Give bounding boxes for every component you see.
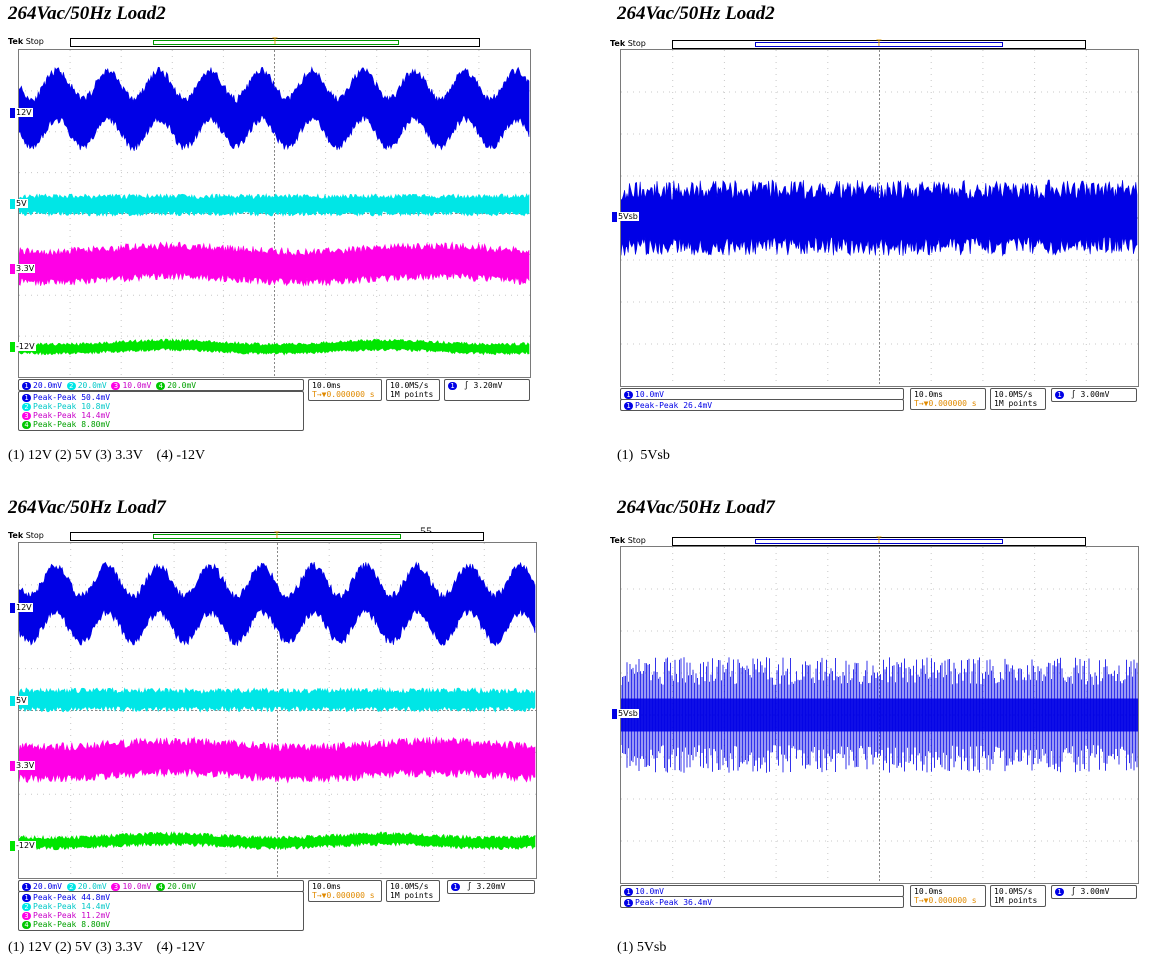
- trigger-readout: 1 ∫ 3.20mV: [447, 880, 535, 894]
- channel-4-marker: -12V: [10, 342, 36, 352]
- channel-4-marker: -12V: [10, 841, 36, 851]
- acquisition-state: Stop: [25, 37, 44, 46]
- trigger-readout: 1 ∫ 3.00mV: [1051, 388, 1137, 402]
- channel-1-trace: [621, 179, 1138, 257]
- rising-edge-icon: ∫: [1070, 390, 1076, 399]
- waveform-graticule: [620, 546, 1139, 884]
- rising-edge-icon: ∫: [463, 381, 469, 390]
- waveform-plot: [621, 547, 1138, 883]
- measurement-readout: 1 Peak-Peak 50.4mV 2 Peak-Peak 10.8mV 3 Pea…: [18, 391, 304, 431]
- oscilloscope-screenshot: Tek Stop T 5Vsb 1 10.0mV 1 Peak-Peak 36.4m…: [610, 536, 1140, 908]
- rising-edge-icon: ∫: [466, 882, 472, 891]
- channel-3-trace: [19, 736, 536, 784]
- panel-caption: (1) 12V (2) 5V (3) 3.3V (4) -12V: [8, 448, 206, 463]
- acquisition-state: Stop: [627, 39, 646, 48]
- tek-logo: Tek: [8, 531, 24, 540]
- channel-3-marker: 3.3V: [10, 264, 36, 274]
- channel-2-trace: [19, 687, 536, 713]
- measurement-readout: 1 Peak-Peak 44.8mV 2 Peak-Peak 14.4mV 3 Pea…: [18, 891, 304, 931]
- record-view-bar: [672, 40, 1086, 49]
- channel-1-marker: 12V: [10, 603, 33, 613]
- waveform-graticule: [620, 49, 1139, 387]
- record-view-bar: [70, 532, 484, 541]
- panel-caption: (1) 5Vsb: [617, 940, 667, 955]
- channel-3-trace: [19, 241, 530, 287]
- panel-caption: (1) 5Vsb: [617, 448, 670, 463]
- channel-1-trace: [621, 657, 1138, 773]
- measurement-readout: 1 Peak-Peak 36.4mV: [620, 896, 904, 908]
- trigger-position-icon: T: [876, 536, 882, 546]
- trigger-position-icon: T: [876, 39, 882, 49]
- timebase-readout: 10.0ms T→▼0.000000 s: [308, 379, 382, 401]
- measurement-readout: 1 Peak-Peak 26.4mV: [620, 399, 904, 411]
- delay-icon: T→▼: [312, 891, 327, 900]
- acquisition-readout: 10.0MS/s 1M points: [990, 388, 1046, 410]
- trigger-readout: 1 ∫ 3.20mV: [444, 379, 530, 401]
- record-view-bar: [70, 38, 480, 47]
- oscilloscope-screenshot: Tek Stop T 12V 5V 3.3V -12V 1 20.0mV 2 20.…: [8, 37, 531, 437]
- tek-status: Tek Stop: [610, 39, 646, 48]
- channel-2-marker: 5V: [10, 696, 28, 706]
- channel-scale-readout: 1 20.0mV 2 20.0mV 3 10.0mV 4 20.0mV: [18, 379, 304, 391]
- channel-1-trace: [19, 561, 536, 647]
- acquisition-readout: 10.0MS/s 1M points: [386, 379, 440, 401]
- rising-edge-icon: ∫: [1070, 887, 1076, 896]
- record-window: [153, 534, 401, 539]
- tek-status: Tek Stop: [610, 536, 646, 545]
- delay-icon: T→▼: [312, 390, 327, 399]
- tek-logo: Tek: [610, 39, 626, 48]
- panel-title: 264Vac/50Hz Load2: [8, 3, 166, 24]
- record-window: [755, 539, 1003, 544]
- channel-3-marker: 3.3V: [10, 761, 36, 771]
- channel-1-trace: [19, 66, 530, 152]
- timebase-readout: 10.0ms T→▼0.000000 s: [308, 880, 382, 902]
- waveform-plot: [621, 50, 1138, 386]
- oscilloscope-screenshot: Tek Stop T 12V 5V 3.3V -12V 1 20.0mV 2 20.…: [8, 531, 537, 931]
- channel-2-marker: 5V: [10, 199, 28, 209]
- panel-caption: (1) 12V (2) 5V (3) 3.3V (4) -12V: [8, 940, 206, 955]
- channel-1-marker: 5Vsb: [612, 709, 639, 719]
- trigger-position-icon: T: [274, 531, 280, 541]
- panel-title: 264Vac/50Hz Load7: [8, 497, 166, 518]
- waveform-graticule: [18, 49, 531, 378]
- waveform-plot: [19, 543, 536, 878]
- tek-logo: Tek: [8, 37, 24, 46]
- waveform-graticule: [18, 542, 537, 879]
- channel-1-marker: 5Vsb: [612, 212, 639, 222]
- timebase-readout: 10.0ms T→▼0.000000 s: [910, 885, 986, 907]
- trigger-readout: 1 ∫ 3.00mV: [1051, 885, 1137, 899]
- record-window: [755, 42, 1003, 47]
- channel-4-trace: [19, 831, 536, 851]
- channel-1-marker: 12V: [10, 108, 33, 118]
- acquisition-readout: 10.0MS/s 1M points: [990, 885, 1046, 907]
- oscilloscope-screenshot: Tek Stop T 5Vsb 1 10.0mV 1 Peak-Peak 26.4m…: [610, 39, 1140, 411]
- tek-status: Tek Stop: [8, 37, 44, 46]
- panel-title: 264Vac/50Hz Load7: [617, 497, 775, 518]
- channel-2-trace: [19, 193, 530, 217]
- record-view-bar: [672, 537, 1086, 546]
- channel-4-trace: [19, 338, 530, 356]
- acquisition-state: Stop: [627, 536, 646, 545]
- record-window: [153, 40, 399, 45]
- trigger-position-icon: T: [272, 37, 278, 47]
- tek-status: Tek Stop: [8, 531, 44, 540]
- timebase-readout: 10.0ms T→▼0.000000 s: [910, 388, 986, 410]
- waveform-plot: [19, 50, 530, 377]
- delay-icon: T→▼: [914, 399, 929, 408]
- panel-title: 264Vac/50Hz Load2: [617, 3, 775, 24]
- delay-icon: T→▼: [914, 896, 929, 905]
- tek-logo: Tek: [610, 536, 626, 545]
- acquisition-readout: 10.0MS/s 1M points: [386, 880, 440, 902]
- acquisition-state: Stop: [25, 531, 44, 540]
